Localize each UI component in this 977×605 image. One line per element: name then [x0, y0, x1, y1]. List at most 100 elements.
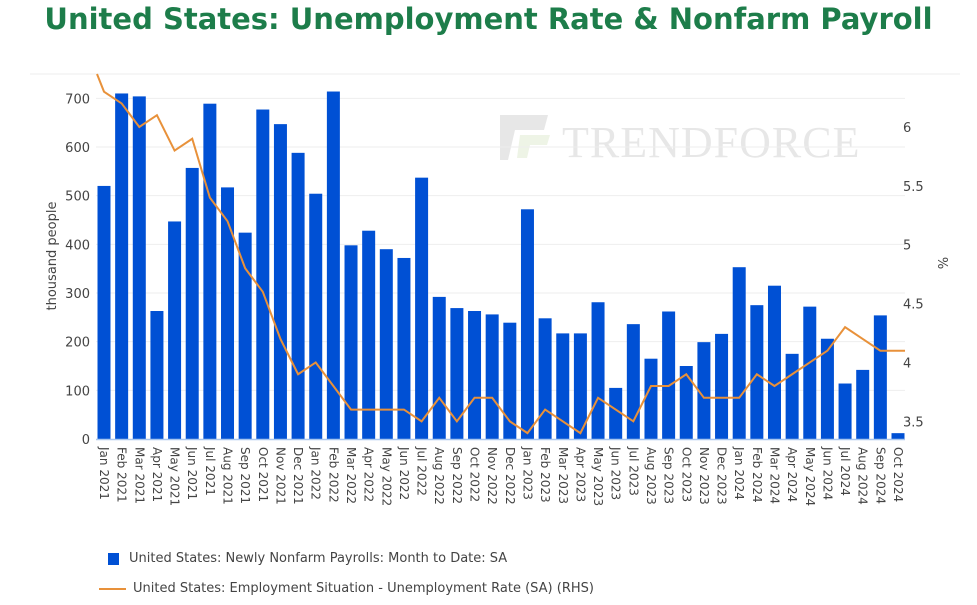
x-tick-label: Aug 2021	[221, 447, 235, 505]
x-tick-label: Feb 2021	[115, 447, 129, 503]
x-tick-label: Aug 2022	[432, 447, 446, 505]
bar-feb-2023	[538, 318, 552, 439]
bar-aug-2024	[856, 369, 870, 439]
line-swatch-icon	[99, 587, 126, 590]
x-tick-label: Mar 2021	[132, 447, 146, 504]
legend-label: United States: Employment Situation - Un…	[133, 581, 594, 596]
bar-jan-2022	[309, 193, 323, 439]
y2-axis-label: %	[934, 257, 949, 269]
y-tick-label: 200	[65, 336, 90, 351]
bar-dec-2022	[503, 322, 517, 439]
x-tick-label: Apr 2022	[362, 447, 376, 502]
chart-title: United States: Unemployment Rate & Nonfa…	[44, 2, 933, 36]
bar-swatch-icon	[108, 552, 119, 565]
x-tick-label: Jan 2021	[97, 446, 111, 500]
y2-tick-label: 6	[903, 121, 911, 136]
bar-apr-2022	[362, 230, 376, 439]
legend-item-payrolls[interactable]: United States: Newly Nonfarm Payrolls: M…	[108, 551, 507, 566]
bar-jul-2022	[415, 177, 429, 439]
bar-mar-2023	[556, 333, 570, 439]
x-tick-label: Jul 2023	[626, 446, 640, 496]
x-tick-label: Jan 2022	[309, 446, 323, 500]
y2-tick-label: 4	[903, 356, 911, 371]
x-tick-label: Jun 2024	[820, 446, 834, 500]
x-tick-label: Jan 2024	[732, 446, 746, 500]
x-tick-label: Nov 2023	[697, 447, 711, 505]
x-tick-label: Jan 2023	[520, 446, 534, 500]
bar-aug-2021	[221, 187, 235, 439]
bar-jan-2021	[97, 185, 111, 439]
x-tick-label: Nov 2022	[485, 447, 499, 505]
x-tick-label: Feb 2022	[326, 447, 340, 503]
x-tick-label: Sep 2022	[450, 447, 464, 504]
x-tick-label: Sep 2023	[662, 447, 676, 504]
x-tick-label: Oct 2022	[468, 447, 482, 502]
legend-item-unemployment[interactable]: United States: Employment Situation - Un…	[99, 581, 594, 596]
bar-may-2024	[803, 306, 817, 439]
bar-aug-2023	[644, 358, 658, 439]
bar-jun-2021	[185, 167, 199, 439]
bar-jul-2021	[203, 103, 217, 439]
x-tick-label: Jun 2022	[397, 446, 411, 500]
bar-nov-2022	[485, 314, 499, 439]
bar-nov-2023	[697, 342, 711, 439]
bar-sep-2023	[662, 311, 676, 439]
x-tick-label: Oct 2021	[256, 447, 270, 502]
bar-jun-2022	[397, 257, 411, 439]
bar-feb-2022	[326, 91, 340, 440]
bar-sep-2024	[873, 315, 887, 439]
x-tick-label: Feb 2023	[538, 447, 552, 503]
bar-dec-2021	[291, 152, 305, 439]
x-tick-label: Dec 2022	[503, 447, 517, 505]
x-tick-label: Mar 2024	[767, 447, 781, 504]
x-tick-label: Aug 2023	[644, 447, 658, 505]
x-tick-label: Sep 2021	[238, 447, 252, 504]
unemployment-rate-line	[96, 73, 905, 435]
x-tick-label: Jun 2021	[185, 446, 199, 500]
x-tick-label: Mar 2022	[344, 447, 358, 504]
bar-sep-2022	[450, 308, 464, 439]
bar-jan-2023	[520, 209, 534, 439]
bar-apr-2024	[785, 353, 799, 439]
y-tick-label: 700	[65, 92, 90, 107]
bar-may-2022	[379, 249, 393, 439]
x-tick-label: May 2022	[379, 447, 393, 506]
bar-sep-2021	[238, 232, 252, 439]
y-tick-label: 600	[65, 141, 90, 156]
y-axis-label: thousand people	[45, 202, 60, 311]
bar-feb-2021	[115, 93, 129, 439]
y2-tick-label: 5	[903, 239, 911, 254]
bar-apr-2021	[150, 311, 164, 439]
x-tick-label: Aug 2024	[856, 447, 870, 505]
x-tick-label: Oct 2023	[679, 447, 693, 502]
y-tick-label: 500	[65, 190, 90, 205]
x-tick-label: Feb 2024	[750, 447, 764, 503]
y-tick-label: 100	[65, 384, 90, 399]
bar-oct-2022	[468, 311, 482, 439]
bar-dec-2023	[715, 333, 729, 439]
x-tick-label: Dec 2023	[715, 447, 729, 505]
x-tick-label: Jul 2022	[415, 446, 429, 496]
bar-mar-2022	[344, 245, 358, 439]
y-tick-label: 300	[65, 287, 90, 302]
bar-aug-2022	[432, 296, 446, 439]
bar-apr-2023	[573, 333, 587, 439]
bar-mar-2024	[767, 285, 781, 439]
bar-oct-2024	[891, 433, 905, 439]
x-tick-label: May 2023	[591, 447, 605, 506]
x-tick-label: Dec 2021	[291, 447, 305, 505]
x-tick-label: Jun 2023	[609, 446, 623, 500]
y2-tick-label: 4.5	[903, 298, 924, 313]
bar-oct-2023	[679, 366, 693, 439]
y-tick-label: 400	[65, 238, 90, 253]
y2-tick-label: 3.5	[903, 415, 924, 430]
x-tick-label: Nov 2021	[273, 447, 287, 505]
bar-nov-2021	[273, 124, 287, 440]
bar-jun-2024	[820, 338, 834, 439]
trendforce-watermark-logo: TRENDFORCE	[500, 115, 859, 167]
bar-jul-2024	[838, 383, 852, 439]
bar-jul-2023	[626, 324, 640, 439]
x-tick-label: Sep 2024	[873, 447, 887, 504]
bar-jan-2024	[732, 267, 746, 439]
